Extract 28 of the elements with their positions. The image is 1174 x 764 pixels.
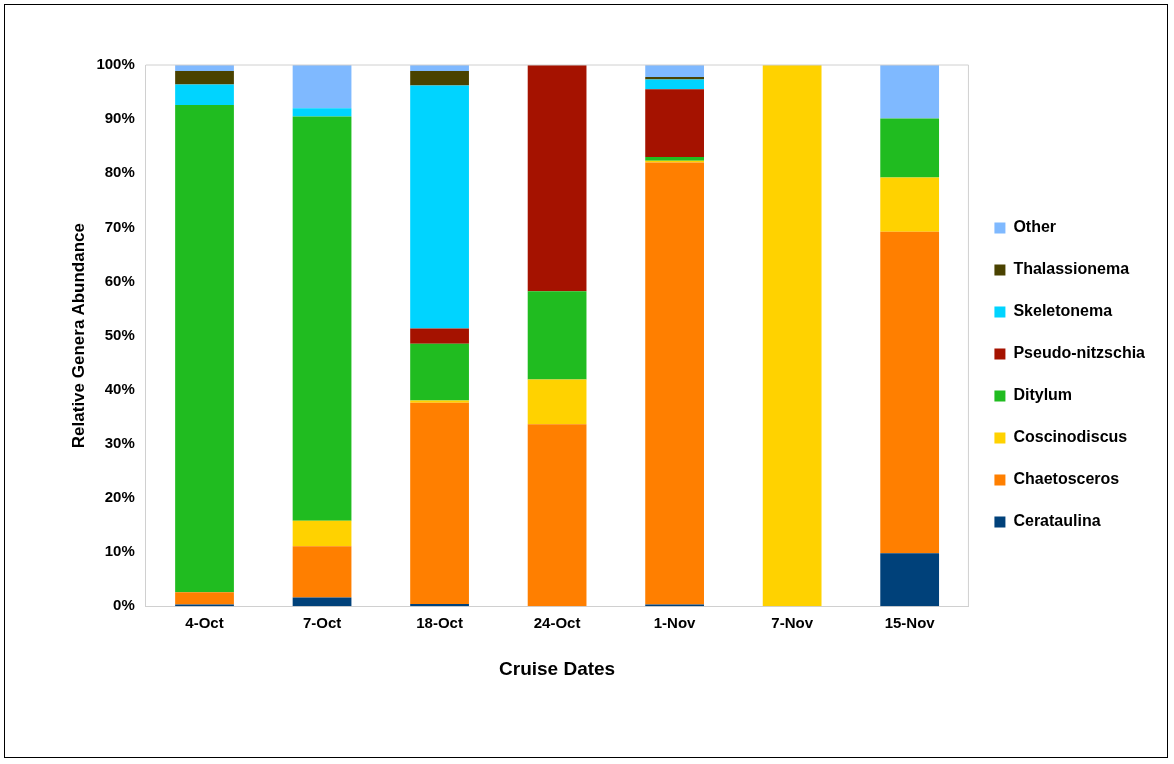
x-tick-label: 24-Oct [533,614,581,632]
legend-label: Thalassionema [1013,260,1130,278]
legend-label: Pseudo-nitzschia [1013,344,1146,362]
x-tick-label: 1-Nov [653,614,697,632]
legend-label: Other [1013,218,1057,236]
x-tick-label: 4-Oct [185,614,224,632]
legend-label: Chaetosceros [1013,470,1120,488]
x-tick-label: 15-Nov [884,614,936,632]
legend-label: Skeletonema [1013,302,1113,320]
y-tick-label: 10% [104,542,135,560]
legend-label: Coscinodiscus [1013,428,1128,446]
y-tick-label: 30% [104,433,135,451]
y-tick-label: 0% [113,596,135,614]
x-tick-label: 18-Oct [416,614,463,632]
y-tick-label: 60% [104,271,135,289]
x-axis-title: Cruise Dates [499,657,616,679]
y-tick-label: 40% [104,379,135,397]
x-tick-label: 7-Nov [771,614,814,632]
y-axis-title: Relative Genera Abundance [68,223,88,449]
y-tick-label: 50% [104,325,135,343]
y-tick-label: 90% [104,109,135,127]
y-tick-label: 20% [104,488,135,506]
y-tick-label: 100% [96,55,135,73]
x-tick-label: 7-Oct [302,614,342,632]
y-tick-label: 70% [104,217,135,235]
legend-label: Ditylum [1013,386,1073,404]
y-tick-label: 80% [104,163,135,181]
legend-label: Cerataulina [1013,512,1101,530]
